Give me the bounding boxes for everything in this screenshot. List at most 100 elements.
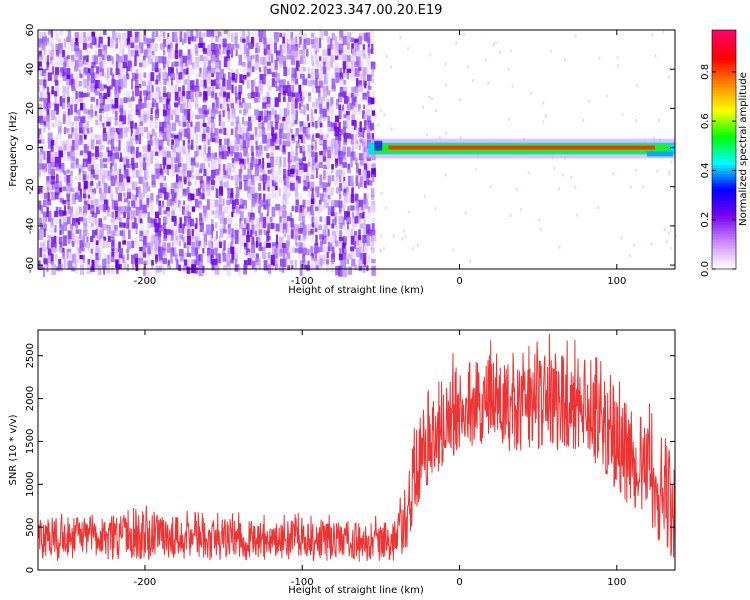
heatmap-cell [134, 194, 138, 201]
heatmap-cell [83, 67, 88, 76]
heatmap-cell [258, 235, 261, 244]
heatmap-cell [166, 164, 172, 170]
heatmap-cell [67, 108, 70, 116]
heatmap-cell [279, 242, 285, 254]
heatmap-cell [214, 157, 220, 163]
heatmap-cell [62, 91, 66, 103]
heatmap-cell [306, 206, 312, 213]
heatmap-cell [339, 37, 345, 46]
heatmap-cell [114, 32, 118, 43]
heatmap-cell [123, 259, 127, 269]
heatmap-cell [54, 210, 59, 218]
heatmap-cell [351, 114, 355, 126]
heatmap-cell [362, 49, 366, 56]
heatmap-cell [154, 218, 158, 225]
heatmap-cell [355, 211, 359, 217]
heatmap-cell [183, 228, 188, 234]
heatmap-cell [167, 104, 171, 110]
heatmap-cell [115, 193, 118, 202]
heatmap-cell [159, 126, 164, 137]
heatmap-cell [78, 91, 84, 98]
heatmap-cell [139, 162, 144, 168]
heatmap-cell [310, 204, 314, 216]
heatmap-cell [171, 164, 177, 173]
heatmap-cell [67, 134, 73, 139]
heatmap-cell [139, 62, 144, 67]
heatmap-cell [195, 188, 200, 197]
heatmap-cell [271, 242, 277, 247]
heatmap-cell [359, 223, 365, 229]
heatmap-cell [282, 242, 287, 249]
heatmap-cell [255, 150, 261, 157]
heatmap-cell [227, 228, 232, 239]
heatmap-cell [55, 43, 60, 52]
heatmap-cell [67, 30, 71, 42]
heatmap-cell [38, 86, 41, 92]
colorbar-frame [711, 29, 737, 270]
heatmap-cell [194, 96, 199, 107]
heatmap-cell [143, 186, 146, 198]
heatmap-cell [270, 223, 275, 229]
heatmap-cell [247, 67, 252, 77]
heatmap-cell [250, 145, 254, 156]
heatmap-cell [123, 110, 127, 120]
heatmap-cell [267, 175, 270, 181]
heatmap-cell [143, 49, 149, 58]
heatmap-cell [339, 248, 342, 258]
heatmap-cell [266, 132, 272, 143]
heatmap-cell [74, 133, 80, 142]
heatmap-cell [71, 228, 74, 235]
heatmap-cell [287, 158, 291, 165]
heatmap-cell [471, 79, 474, 83]
heatmap-cell [43, 266, 46, 278]
heatmap-cell [318, 60, 324, 67]
heatmap-cell [294, 120, 298, 125]
heatmap-cell [42, 199, 47, 208]
heatmap-cell [151, 139, 154, 146]
heatmap-cell [306, 170, 310, 179]
heatmap-cell [199, 114, 204, 119]
heatmap-cell [282, 133, 287, 140]
heatmap-cell [46, 150, 52, 160]
heatmap-cell [347, 91, 353, 101]
heatmap-cell [155, 168, 160, 179]
heatmap-cell [215, 68, 220, 75]
colorbar-cell [712, 239, 736, 243]
heatmap-cell [291, 134, 295, 141]
colorbar-cell [712, 155, 736, 160]
heatmap-cell [46, 55, 50, 65]
heatmap-cell [291, 205, 294, 212]
heatmap-cell [262, 127, 266, 136]
heatmap-cell [243, 218, 248, 230]
heatmap-cell [326, 66, 330, 71]
heatmap-cell [91, 230, 97, 238]
heatmap-cell [179, 217, 182, 229]
heatmap-cell [319, 37, 322, 49]
heatmap-cell [67, 216, 71, 225]
heatmap-cell [202, 104, 207, 115]
heatmap-cell [59, 224, 64, 235]
heatmap-cell [327, 139, 333, 149]
heatmap-cell [363, 132, 368, 138]
heatmap-cell [358, 217, 361, 223]
heatmap-cell [218, 235, 222, 243]
heatmap-cell [343, 200, 348, 207]
heatmap-cell [66, 79, 70, 87]
heatmap-cell [146, 242, 152, 247]
heatmap-cell [239, 162, 243, 174]
heatmap-cell [122, 254, 125, 263]
heatmap-cell [71, 86, 77, 91]
heatmap-cell [210, 36, 214, 43]
heatmap-cell [130, 67, 133, 74]
heatmap-cell [291, 114, 296, 122]
heatmap-cell [338, 194, 342, 200]
heatmap-cell [166, 108, 171, 116]
heatmap-cell [259, 73, 264, 84]
heatmap-cell [58, 210, 64, 217]
heatmap-cell [118, 264, 122, 270]
heatmap-cell [87, 36, 91, 41]
heatmap-cell [59, 72, 62, 77]
heatmap-cell [162, 187, 167, 194]
heatmap-cell [78, 174, 82, 181]
heatmap-cell [79, 50, 83, 60]
